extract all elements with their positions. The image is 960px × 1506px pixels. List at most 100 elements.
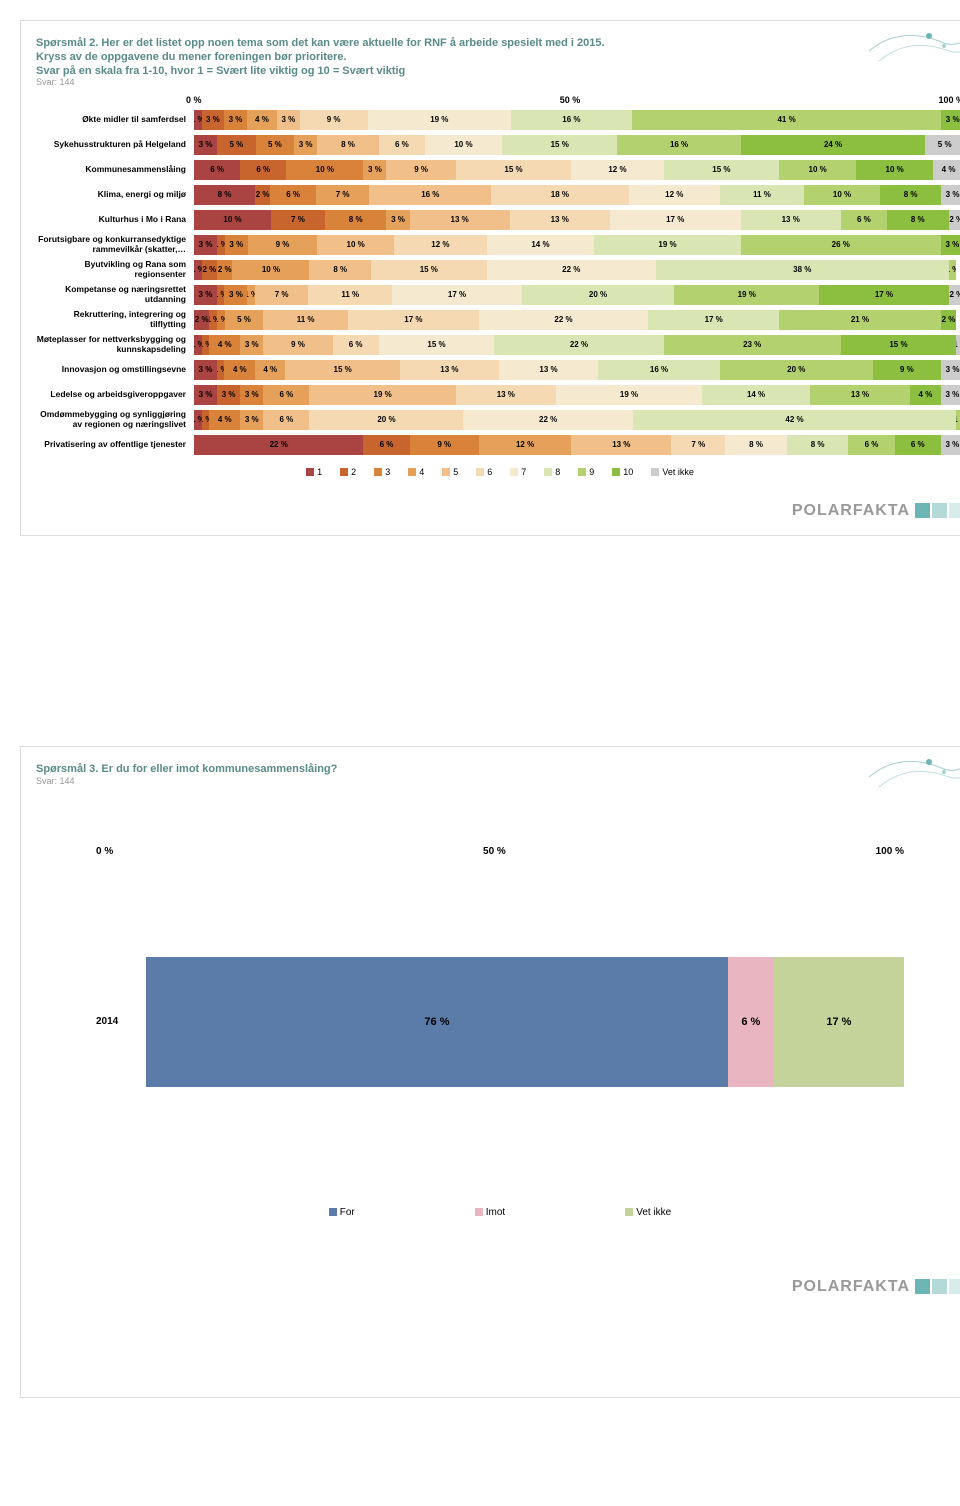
bar-segment: 9 % xyxy=(300,110,368,130)
bar-segment: 3 % xyxy=(194,285,217,305)
bar-segment: 10 % xyxy=(232,260,309,280)
bar-segment: 11 % xyxy=(263,310,348,330)
brand-box xyxy=(932,1279,947,1294)
legend-box xyxy=(408,468,416,476)
legend-item: 1 xyxy=(306,467,322,477)
bar-segment: 2 % xyxy=(255,185,270,205)
bar-segment: 5 % xyxy=(925,135,960,155)
bar-segment: 1 % xyxy=(209,310,217,330)
page-number: 3 xyxy=(20,1428,960,1444)
bar-segment: 4 % xyxy=(933,160,960,180)
legend-label: 8 xyxy=(555,467,560,477)
bar-segment: 3 % xyxy=(224,110,247,130)
chart1-axis: 0 % 50 % 100 % xyxy=(186,95,960,105)
bar-segment: 3 % xyxy=(202,110,225,130)
bar-container: 3 %1 %4 %4 %15 %13 %13 %16 %20 %9 %3 % xyxy=(194,360,960,380)
bar-segment: 15 % xyxy=(456,160,572,180)
bar-segment: 3 % xyxy=(194,360,217,380)
bar-segment: 1 % xyxy=(217,310,225,330)
legend-box xyxy=(475,1208,483,1216)
legend-box xyxy=(340,468,348,476)
bar-segment: 6 % xyxy=(240,160,286,180)
bar-segment: 41 % xyxy=(632,110,942,130)
legend-item: 5 xyxy=(442,467,458,477)
row-label: Forutsigbare og konkurransedyktige ramme… xyxy=(36,235,194,254)
bar-segment: 8 % xyxy=(325,210,387,230)
bar-segment: 22 % xyxy=(494,335,663,355)
bar-segment: 17 % xyxy=(392,285,522,305)
bar-segment: 6 % xyxy=(263,410,309,430)
legend-label: Vet ikke xyxy=(662,467,694,477)
bar-segment: 6 % xyxy=(379,135,425,155)
bar-segment: 20 % xyxy=(720,360,872,380)
bar-segment: 6 % xyxy=(895,435,941,455)
row-label: Kommunesammenslåing xyxy=(36,165,194,174)
bar-segment: 2 % xyxy=(202,260,217,280)
legend-box xyxy=(374,468,382,476)
bar-segment: 16 % xyxy=(369,185,491,205)
legend-box xyxy=(329,1208,337,1216)
legend-label: 5 xyxy=(453,467,458,477)
chart-row: Privatisering av offentlige tjenester22 … xyxy=(36,435,960,455)
chart1-title: Spørsmål 2. Her er det listet opp noen t… xyxy=(36,36,636,65)
bar-segment: 8 % xyxy=(725,435,787,455)
bar-segment: 12 % xyxy=(394,235,486,255)
axis2-mid: 50 % xyxy=(483,846,506,857)
bar-segment: 3 % xyxy=(941,235,960,255)
bar-segment: 6 % xyxy=(270,185,316,205)
axis-mid: 50 % xyxy=(560,95,581,105)
bar-segment: 8 % xyxy=(880,185,941,205)
bar-segment: 22 % xyxy=(487,260,656,280)
bar-segment: 13 % xyxy=(810,385,910,405)
bar-segment: 3 % xyxy=(941,110,960,130)
legend-label: 9 xyxy=(589,467,594,477)
bar-container: 8 %2 %6 %7 %16 %18 %12 %11 %10 %8 %3 % xyxy=(194,185,960,205)
bar-segment: 3 % xyxy=(225,235,248,255)
bar-segment: 4 % xyxy=(209,335,240,355)
bar-segment: 9 % xyxy=(248,235,317,255)
legend-item: 3 xyxy=(374,467,390,477)
brand-box xyxy=(949,1279,960,1294)
bar-segment: 2 % xyxy=(949,210,960,230)
chart1-legend: 12345678910Vet ikke xyxy=(36,467,960,477)
bar-segment: 3 % xyxy=(217,385,240,405)
legend-item: 4 xyxy=(408,467,424,477)
bar-container: 22 %6 %9 %12 %13 %7 %8 %8 %6 %6 %3 % xyxy=(194,435,960,455)
brand-boxes xyxy=(915,1279,960,1294)
bar-segment: 2 % xyxy=(941,310,956,330)
bar-segment: 1 % xyxy=(247,285,255,305)
bar-segment: 13 % xyxy=(741,210,841,230)
bar-segment: 9 % xyxy=(386,160,455,180)
swirl-decoration xyxy=(859,747,960,807)
chart-row: Ledelse og arbeidsgiveroppgaver3 %3 %3 %… xyxy=(36,385,960,405)
bar-segment: 3 % xyxy=(941,360,960,380)
bar-container: 2 %1 %1 %5 %11 %17 %22 %17 %21 %2 % xyxy=(194,310,960,330)
bar-segment: 19 % xyxy=(556,385,702,405)
bar-segment: 8 % xyxy=(887,210,949,230)
chart-panel-2: Spørsmål 3. Er du for eller imot kommune… xyxy=(20,746,960,1398)
chart-row: Sykehusstrukturen på Helgeland3 %5 %5 %3… xyxy=(36,135,960,155)
bar-segment: 5 % xyxy=(256,135,295,155)
bar-segment: 10 % xyxy=(317,235,394,255)
bar-container: 3 %1 %3 %9 %10 %12 %14 %19 %26 %3 % xyxy=(194,235,960,255)
bar-segment: 20 % xyxy=(309,410,463,430)
bar-segment: 42 % xyxy=(633,410,956,430)
brand-text: POLARFAKTA xyxy=(792,1278,910,1296)
legend-box xyxy=(625,1208,633,1216)
legend-label: 4 xyxy=(419,467,424,477)
bar-container: 1 %2 %2 %10 %8 %15 %22 %38 %1 % xyxy=(194,260,960,280)
row-label: Byutvikling og Rana som regionsenter xyxy=(36,260,194,279)
bar-segment: 11 % xyxy=(720,185,804,205)
bar-container: 10 %7 %8 %3 %13 %13 %17 %13 %6 %8 %2 % xyxy=(194,210,960,230)
legend-item: 2 xyxy=(340,467,356,477)
bar-segment: 3 % xyxy=(386,210,409,230)
axis-start: 0 % xyxy=(186,95,202,105)
bar-segment: 2 % xyxy=(194,310,209,330)
bar-segment: 3 % xyxy=(941,185,960,205)
bar-segment: 1 % xyxy=(194,410,202,430)
bar2-segment: 17 % xyxy=(774,957,904,1087)
row-label: Økte midler til samferdsel xyxy=(36,115,194,124)
bar-segment: 1 % xyxy=(956,335,960,355)
bar-segment: 3 % xyxy=(941,385,960,405)
bar-segment: 13 % xyxy=(499,360,598,380)
